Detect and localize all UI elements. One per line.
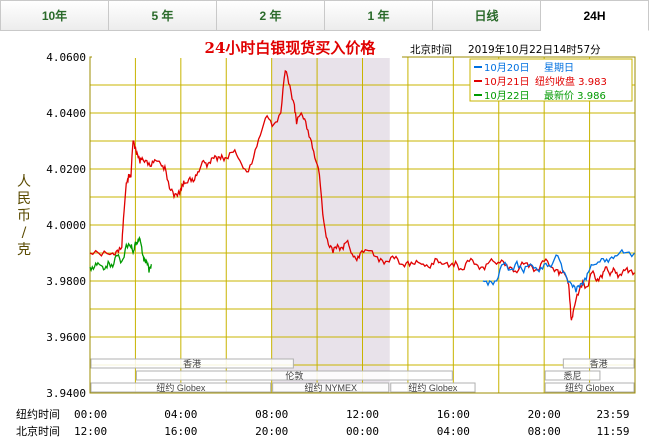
session-box-hongkong <box>90 358 294 369</box>
session-label-globex-1: 纽约 Globex <box>156 382 206 393</box>
session-label-globex-2: 纽约 Globex <box>408 382 458 393</box>
session-label-nymex: 纽约 NYMEX <box>304 382 357 393</box>
tab-10y[interactable]: 10年 <box>0 0 109 31</box>
series-line-oct20 <box>482 248 636 293</box>
session-label-london: 伦敦 <box>285 370 303 381</box>
ny-time-tick: 20:00 <box>528 408 561 421</box>
session-box-hongkong-2 <box>562 358 635 369</box>
legend-box <box>469 58 633 102</box>
ny-time-tick: 04:00 <box>164 408 197 421</box>
time-label: 北京时间 <box>410 43 452 56</box>
ny-time-label: 纽约时间 <box>16 407 60 421</box>
legend-date-oct21: 10月21日 <box>484 76 529 88</box>
ny-time-ticks: 00:00 04:00 08:00 12:00 16:00 20:00 23:59 <box>74 408 630 421</box>
bj-time-ticks: 12:00 16:00 20:00 00:00 04:00 08:00 11:59 <box>74 425 630 438</box>
chart-grid <box>89 56 636 394</box>
y-axis-ticks: 4.0600 4.0400 4.0200 4.0000 3.9800 3.9600 3.94… <box>46 51 86 400</box>
y-axis-label-char: / <box>22 225 27 241</box>
y-axis-label-char: 克 <box>17 242 31 258</box>
bj-time-tick: 16:00 <box>164 425 197 438</box>
y-axis-label: 人民币/克 <box>17 174 31 258</box>
ny-time-tick: 12:00 <box>346 408 379 421</box>
session-box-globex-3 <box>544 382 635 393</box>
ny-time-tick: 08:00 <box>255 408 288 421</box>
y-tick-label: 4.0600 <box>46 51 86 64</box>
session-box-globex-2 <box>390 382 476 393</box>
y-tick-label: 3.9800 <box>46 275 86 288</box>
session-box-globex-1 <box>90 382 272 393</box>
session-label-hongkong-2: 香港 <box>590 358 608 369</box>
session-box-sydney <box>544 370 601 381</box>
chart-title: 24小时白银现货买入价格 <box>205 39 377 57</box>
y-tick-label: 3.9400 <box>46 387 86 400</box>
bj-time-tick: 20:00 <box>255 425 288 438</box>
price-series <box>89 69 636 321</box>
legend-text-oct20: 星期日 <box>544 62 574 74</box>
legend-date-oct20: 10月20日 <box>484 62 529 74</box>
tab-daily[interactable]: 日线 <box>433 0 541 31</box>
legend-text-oct21: 纽约收盘 3.983 <box>535 75 607 88</box>
series-line-oct21 <box>89 69 636 321</box>
bj-time-tick: 12:00 <box>74 425 107 438</box>
session-bars: 香港 伦敦 纽约 Globex 纽约 NYMEX 纽约 Globex 香港 悉尼… <box>90 358 635 393</box>
y-tick-label: 4.0200 <box>46 163 86 176</box>
y-axis-label-char: 人 <box>17 174 31 190</box>
tab-24h[interactable]: 24H <box>541 0 649 31</box>
session-label-hongkong: 香港 <box>183 358 201 369</box>
tab-1y[interactable]: 1 年 <box>325 0 433 31</box>
y-tick-label: 3.9600 <box>46 331 86 344</box>
session-label-globex-3: 纽约 Globex <box>565 382 615 393</box>
legend-text-oct22: 最新价 3.986 <box>544 89 606 102</box>
bj-time-tick: 00:00 <box>346 425 379 438</box>
title-backdrop <box>92 36 402 58</box>
y-tick-label: 4.0000 <box>46 219 86 232</box>
session-box-london <box>135 370 453 381</box>
bj-time-tick: 08:00 <box>528 425 561 438</box>
bj-time-tick: 04:00 <box>437 425 470 438</box>
ny-time-tick: 16:00 <box>437 408 470 421</box>
bj-time-tick: 11:59 <box>596 425 629 438</box>
timestamp: 2019年10月22日14时57分 <box>468 43 601 56</box>
tab-2y[interactable]: 2 年 <box>217 0 325 31</box>
y-axis-label-char: 民 <box>17 191 31 207</box>
period-tabs: 10年 5 年 2 年 1 年 日线 24H <box>0 0 649 32</box>
y-tick-label: 4.0400 <box>46 107 86 120</box>
silver-price-chart: 4.0600 4.0400 4.0200 4.0000 3.9800 3.9600 3.94… <box>0 32 649 441</box>
series-line-oct22 <box>89 235 152 273</box>
ny-time-tick: 23:59 <box>596 408 629 421</box>
bj-time-label: 北京时间 <box>16 424 60 438</box>
ny-time-tick: 00:00 <box>74 408 107 421</box>
legend-date-oct22: 10月22日 <box>484 90 529 102</box>
tab-5y[interactable]: 5 年 <box>109 0 217 31</box>
y-axis-label-char: 币 <box>17 208 31 224</box>
legend: 10月20日 星期日 10月21日 纽约收盘 3.983 10月22日 最新价 … <box>469 58 633 102</box>
session-label-sydney: 悉尼 <box>564 370 582 381</box>
session-box-nymex <box>272 382 390 393</box>
